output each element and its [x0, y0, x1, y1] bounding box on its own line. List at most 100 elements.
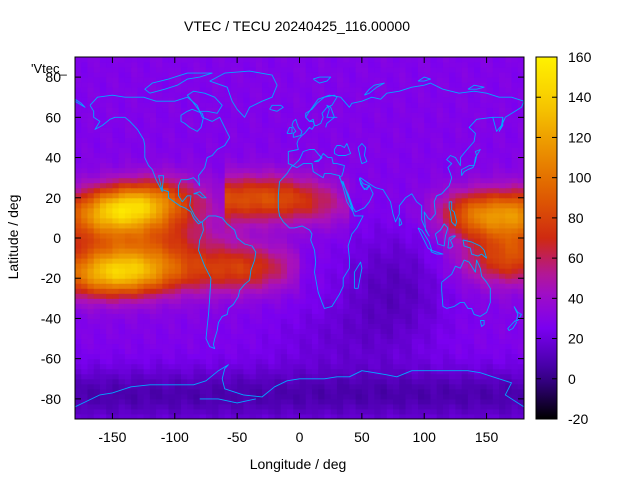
heatmap-cell: [168, 293, 176, 299]
heatmap-cell: [75, 268, 82, 274]
heatmap-cell: [212, 227, 219, 234]
heatmap-cell: [380, 378, 388, 385]
heatmap-cell: [517, 288, 524, 294]
heatmap-cell: [467, 353, 475, 360]
heatmap-cell: [99, 258, 107, 264]
heatmap-cell: [293, 303, 300, 309]
heatmap-cell: [486, 328, 494, 335]
heatmap-cell: [386, 353, 394, 360]
heatmap-cell: [156, 197, 163, 204]
heatmap-cell: [330, 137, 338, 143]
heatmap-cell: [255, 378, 263, 385]
heatmap-cell: [305, 348, 313, 355]
heatmap-cell: [199, 263, 207, 269]
heatmap-cell: [187, 263, 194, 269]
heatmap-cell: [330, 162, 338, 169]
heatmap-cell: [280, 122, 288, 128]
heatmap-cell: [492, 398, 500, 405]
heatmap-cell: [486, 348, 494, 355]
heatmap-cell: [106, 403, 113, 410]
heatmap-cell: [255, 238, 263, 244]
heatmap-cell: [181, 403, 188, 410]
heatmap-cell: [143, 278, 151, 284]
heatmap-cell: [399, 102, 407, 108]
heatmap-cell: [187, 162, 194, 169]
heatmap-cell: [386, 137, 394, 143]
heatmap-cell: [93, 283, 101, 289]
heatmap-cell: [424, 413, 431, 419]
heatmap-cell: [262, 288, 269, 294]
heatmap-cell: [336, 77, 344, 83]
heatmap-cell: [243, 177, 251, 184]
heatmap-cell: [361, 348, 369, 355]
heatmap-cell: [124, 333, 132, 340]
heatmap-cell: [193, 132, 201, 138]
heatmap-cell: [480, 212, 488, 219]
heatmap-cell: [243, 207, 251, 214]
heatmap-cell: [336, 318, 344, 324]
heatmap-cell: [181, 328, 188, 335]
heatmap-cell: [112, 338, 120, 345]
heatmap-cell: [118, 142, 126, 148]
heatmap-cell: [243, 258, 251, 264]
heatmap-cell: [218, 383, 226, 390]
heatmap-cell: [299, 273, 307, 279]
heatmap-cell: [99, 313, 107, 319]
heatmap-cell: [355, 192, 363, 199]
heatmap-cell: [442, 142, 450, 148]
heatmap-cell: [417, 323, 425, 329]
heatmap-cell: [218, 303, 226, 309]
heatmap-cell: [87, 308, 95, 314]
heatmap-cell: [361, 107, 369, 113]
heatmap-cell: [318, 273, 325, 279]
heatmap-cell: [168, 353, 176, 360]
heatmap-cell: [405, 318, 413, 324]
heatmap-cell: [99, 268, 107, 274]
heatmap-cell: [199, 318, 207, 324]
heatmap-cell: [380, 202, 388, 209]
heatmap-cell: [318, 393, 325, 400]
heatmap-cell: [336, 72, 344, 78]
heatmap-cell: [124, 212, 132, 219]
heatmap-cell: [224, 293, 232, 299]
heatmap-cell: [405, 222, 413, 229]
heatmap-cell: [112, 343, 120, 350]
heatmap-cell: [393, 258, 400, 264]
heatmap-cell: [474, 157, 481, 164]
heatmap-cell: [205, 388, 213, 395]
heatmap-cell: [255, 207, 263, 214]
heatmap-cell: [224, 313, 232, 319]
heatmap-cell: [324, 72, 332, 78]
heatmap-cell: [336, 238, 344, 244]
heatmap-cell: [118, 207, 126, 214]
heatmap-cell: [492, 333, 500, 340]
heatmap-cell: [486, 132, 494, 138]
heatmap-cell: [368, 97, 375, 103]
heatmap-cell: [237, 303, 244, 309]
heatmap-cell: [361, 127, 369, 133]
heatmap-cell: [218, 238, 226, 244]
heatmap-cell: [293, 227, 300, 234]
heatmap-cell: [318, 92, 325, 98]
heatmap-cell: [249, 202, 257, 209]
heatmap-cell: [393, 343, 400, 350]
heatmap-cell: [280, 107, 288, 113]
heatmap-cell: [218, 283, 226, 289]
heatmap-cell: [417, 398, 425, 405]
heatmap-cell: [168, 243, 176, 249]
heatmap-cell: [486, 383, 494, 390]
heatmap-cell: [374, 72, 382, 78]
heatmap-cell: [330, 368, 338, 375]
heatmap-cell: [106, 222, 113, 229]
heatmap-cell: [499, 137, 506, 143]
heatmap-cell: [417, 227, 425, 234]
heatmap-cell: [199, 363, 207, 370]
heatmap-cell: [449, 353, 456, 360]
heatmap-cell: [467, 278, 475, 284]
heatmap-cell: [218, 348, 226, 355]
heatmap-cell: [386, 348, 394, 355]
heatmap-cell: [511, 388, 519, 395]
heatmap-cell: [355, 293, 363, 299]
heatmap-cell: [137, 243, 145, 249]
heatmap-cell: [386, 112, 394, 118]
